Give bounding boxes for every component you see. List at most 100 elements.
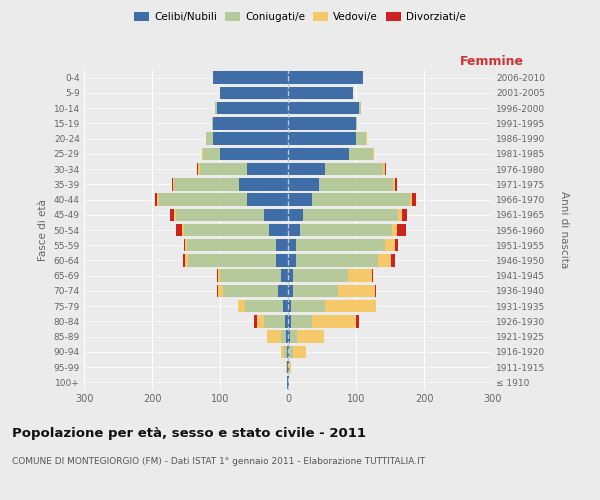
Bar [338,284,375,297]
Bar [206,132,213,145]
Bar [245,300,283,312]
Bar [198,163,200,175]
Bar [293,346,307,358]
Bar [371,270,373,282]
Bar [385,163,386,175]
Bar [238,300,245,312]
Bar [212,117,213,130]
Bar [170,208,174,221]
Bar [296,254,378,266]
Bar [278,284,288,297]
Bar [288,224,300,236]
Bar [218,270,220,282]
Bar [356,315,359,328]
Bar [155,194,157,206]
Bar [287,346,288,358]
Bar [300,224,392,236]
Bar [176,208,264,221]
Bar [401,208,407,221]
Bar [288,361,289,374]
Bar [200,163,247,175]
Bar [217,102,288,115]
Bar [220,148,288,160]
Bar [287,376,288,388]
Bar [288,346,289,358]
Bar [289,346,293,358]
Bar [220,270,281,282]
Bar [312,315,356,328]
Bar [410,194,412,206]
Bar [281,346,284,358]
Bar [392,224,397,236]
Bar [157,194,159,206]
Text: COMUNE DI MONTEGIORGIO (FM) - Dati ISTAT 1° gennaio 2011 - Elaborazione TUTTITAL: COMUNE DI MONTEGIORGIO (FM) - Dati ISTAT… [12,458,425,466]
Bar [366,132,367,145]
Bar [319,178,394,190]
Bar [385,239,395,252]
Bar [312,194,410,206]
Bar [325,300,376,312]
Bar [359,102,361,115]
Bar [349,148,373,160]
Bar [297,330,324,343]
Bar [254,315,257,328]
Bar [288,102,359,115]
Text: Popolazione per età, sesso e stato civile - 2011: Popolazione per età, sesso e stato civil… [12,428,366,440]
Bar [292,300,325,312]
Bar [184,224,269,236]
Bar [183,254,185,266]
Bar [288,72,363,84]
Text: Femmine: Femmine [460,56,524,68]
Y-axis label: Anni di nascita: Anni di nascita [559,192,569,268]
Bar [217,284,218,297]
Bar [296,239,385,252]
Bar [288,117,356,130]
Bar [267,330,281,343]
Bar [218,284,223,297]
Bar [398,208,401,221]
Bar [356,117,358,130]
Bar [288,178,319,190]
Bar [213,72,288,84]
Bar [173,178,175,190]
Bar [397,224,406,236]
Bar [283,300,288,312]
Bar [281,270,288,282]
Bar [356,132,366,145]
Bar [288,315,292,328]
Bar [288,270,293,282]
Bar [394,178,395,190]
Bar [288,208,303,221]
Bar [288,254,296,266]
Bar [288,284,293,297]
Bar [391,254,395,266]
Bar [288,330,290,343]
Bar [284,315,288,328]
Bar [213,117,288,130]
Bar [412,194,416,206]
Bar [202,148,203,160]
Bar [215,102,217,115]
Bar [182,224,184,236]
Bar [284,346,287,358]
Bar [373,148,374,160]
Bar [288,194,312,206]
Legend: Celibi/Nubili, Coniugati/e, Vedovi/e, Divorziati/e: Celibi/Nubili, Coniugati/e, Vedovi/e, Di… [130,8,470,26]
Bar [247,163,288,175]
Bar [375,284,376,297]
Bar [293,270,348,282]
Bar [348,270,371,282]
Bar [184,239,185,252]
Bar [176,224,182,236]
Bar [395,239,398,252]
Bar [188,254,277,266]
Bar [383,163,385,175]
Bar [281,330,286,343]
Bar [288,239,296,252]
Bar [185,239,187,252]
Bar [276,239,288,252]
Bar [286,330,288,343]
Bar [288,132,356,145]
Bar [220,86,288,99]
Bar [264,208,288,221]
